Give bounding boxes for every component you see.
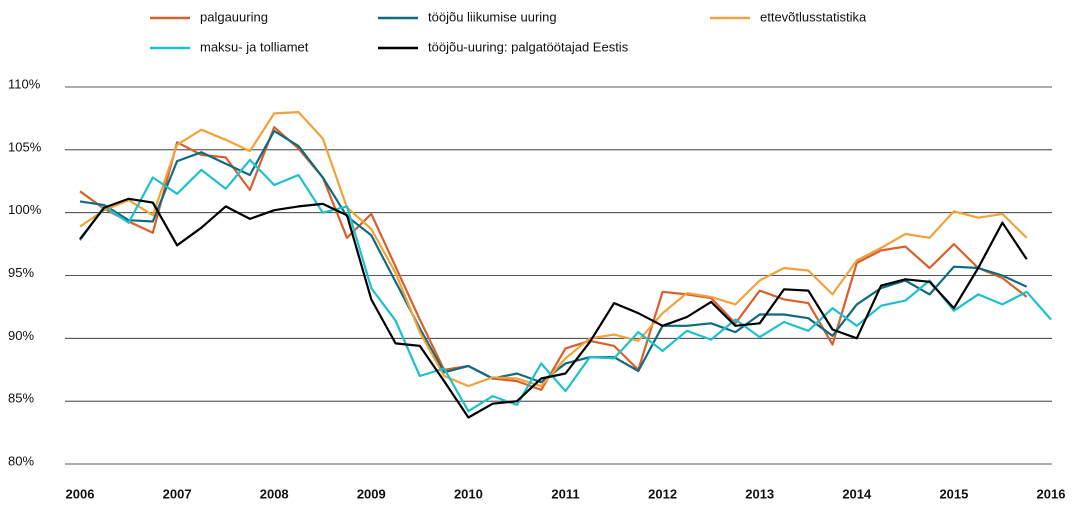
series-line xyxy=(79,126,1028,391)
series-line xyxy=(79,197,1028,419)
y-tick-label: 95% xyxy=(8,265,34,280)
x-tick-label: 2009 xyxy=(357,486,386,501)
legend-label: maksu- ja tolliamet xyxy=(200,39,309,54)
x-tick-label: 2008 xyxy=(260,486,289,501)
y-tick-label: 105% xyxy=(8,139,42,154)
series-line xyxy=(79,111,1028,388)
legend-label: palgauuring xyxy=(200,9,268,24)
x-tick-label: 2007 xyxy=(163,486,192,501)
y-tick-label: 85% xyxy=(8,391,34,406)
x-tick-label: 2011 xyxy=(551,486,579,501)
x-tick-label: 2015 xyxy=(939,486,968,501)
legend-label: tööjõu-uuring: palgatöötajad Eestis xyxy=(428,39,629,54)
y-tick-label: 110% xyxy=(8,76,41,91)
x-tick-label: 2014 xyxy=(842,486,872,501)
y-tick-label: 100% xyxy=(8,202,42,217)
y-tick-label: 80% xyxy=(8,453,34,468)
legend-label: tööjõu liikumise uuring xyxy=(428,9,557,24)
series-line xyxy=(79,129,1028,384)
x-tick-label: 2010 xyxy=(454,486,483,501)
x-tick-label: 2013 xyxy=(745,486,774,501)
x-tick-label: 2012 xyxy=(648,486,677,501)
x-tick-label: 2016 xyxy=(1037,486,1066,501)
series-line xyxy=(79,158,1052,413)
y-tick-label: 90% xyxy=(8,328,34,343)
x-tick-label: 2006 xyxy=(66,486,95,501)
legend-label: ettevõtlusstatistika xyxy=(760,9,867,24)
